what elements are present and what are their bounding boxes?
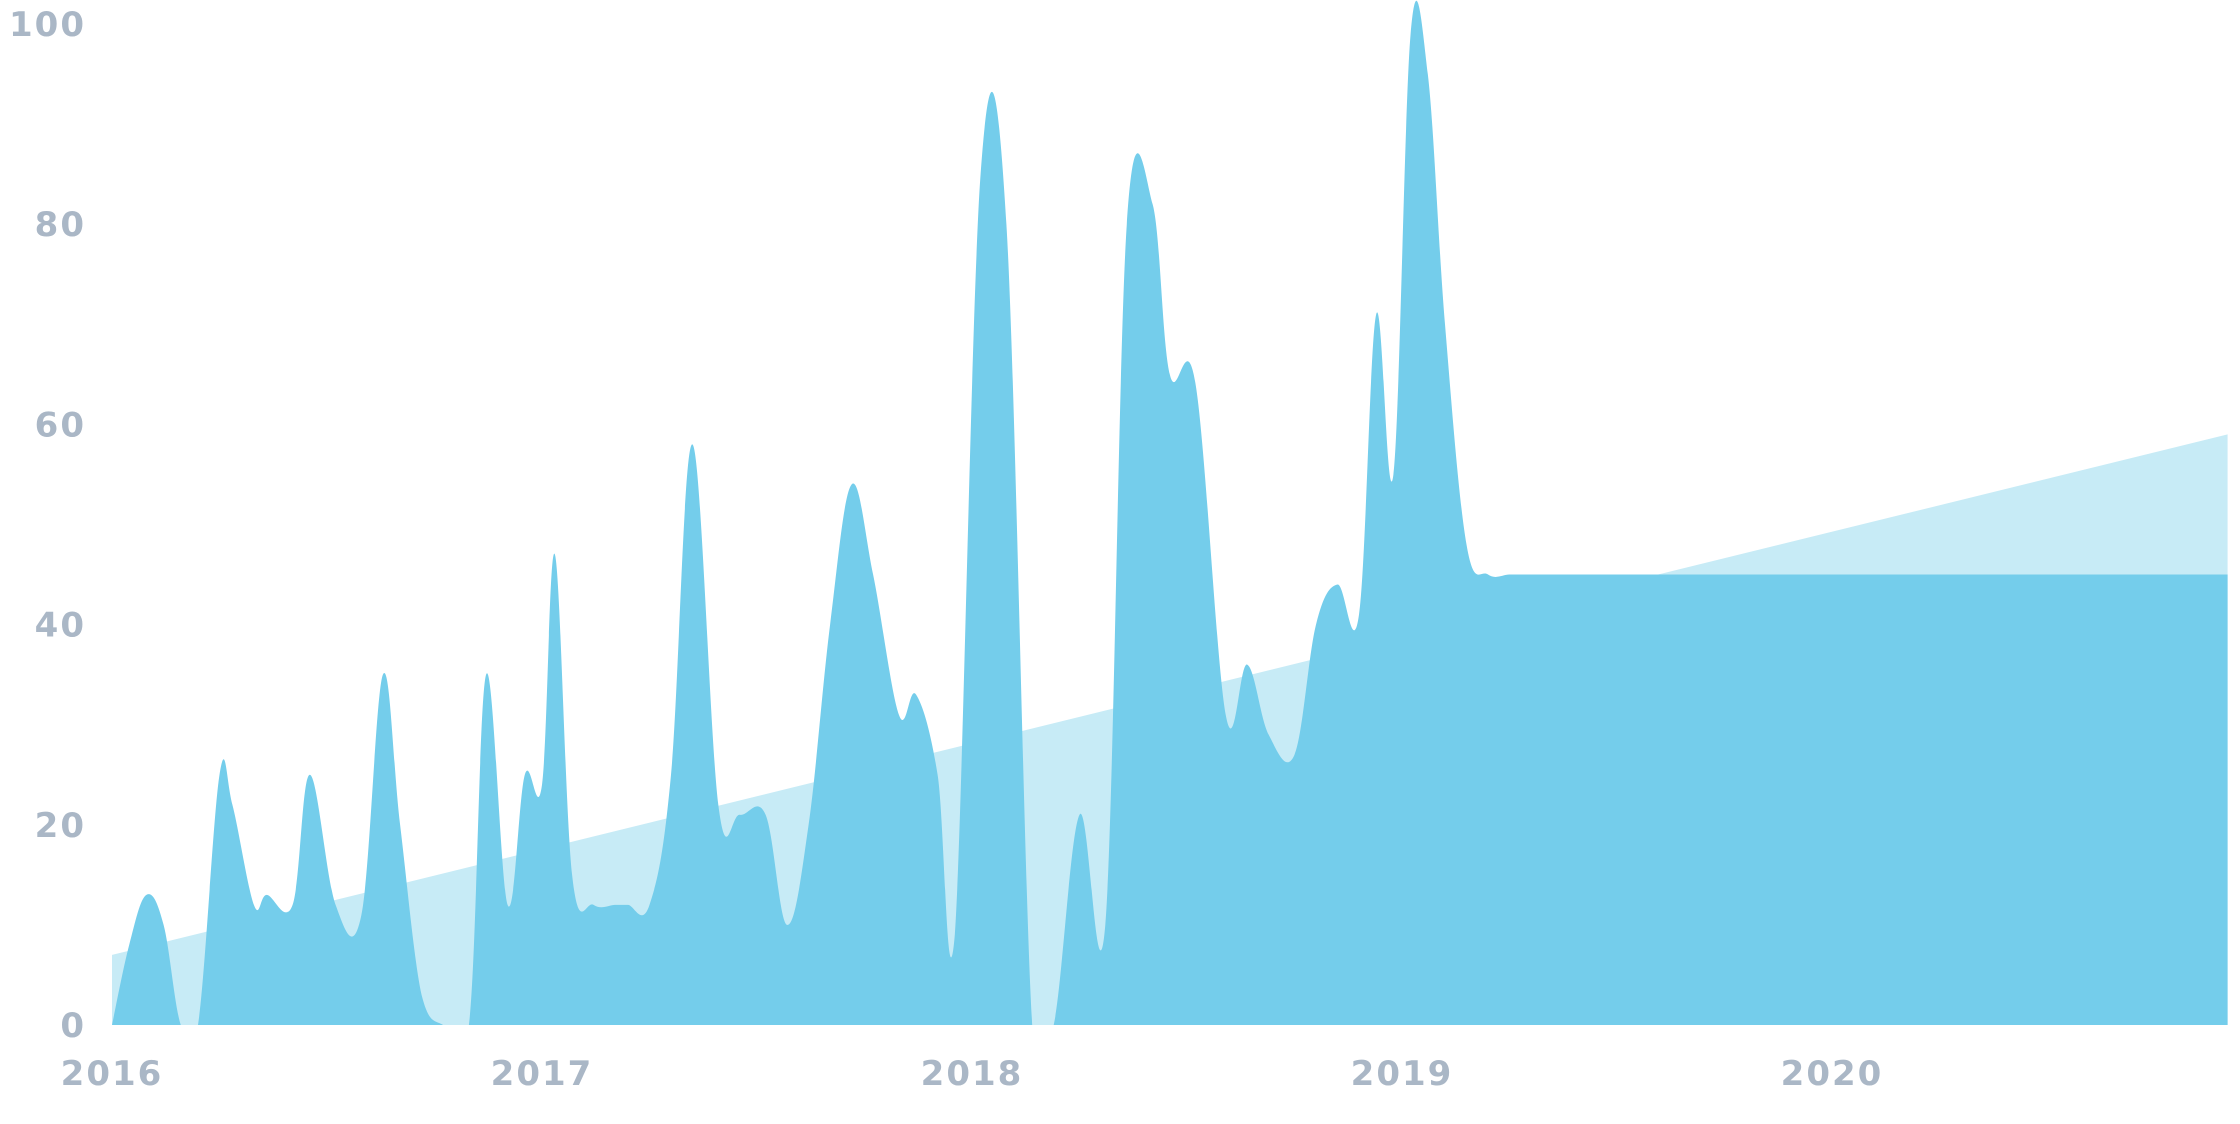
x-tick-label: 2019: [1351, 1054, 1454, 1094]
y-tick-label: 20: [35, 806, 86, 846]
x-tick-label: 2017: [491, 1054, 594, 1094]
y-tick-label: 40: [35, 606, 86, 646]
area-layer: [112, 0, 2228, 1026]
x-tick-label: 2016: [61, 1054, 164, 1094]
x-tick-label: 2020: [1781, 1054, 1884, 1094]
y-tick-label: 0: [60, 1006, 86, 1046]
series-area: [112, 0, 2228, 1026]
x-axis: 2016 2017 2018 2019 2020: [61, 1054, 1884, 1094]
x-tick-label: 2018: [921, 1054, 1024, 1094]
y-tick-label: 100: [9, 5, 86, 45]
y-tick-label: 80: [35, 205, 86, 245]
y-axis: 0 20 40 60 80 100: [9, 5, 86, 1046]
y-tick-label: 60: [35, 405, 86, 445]
